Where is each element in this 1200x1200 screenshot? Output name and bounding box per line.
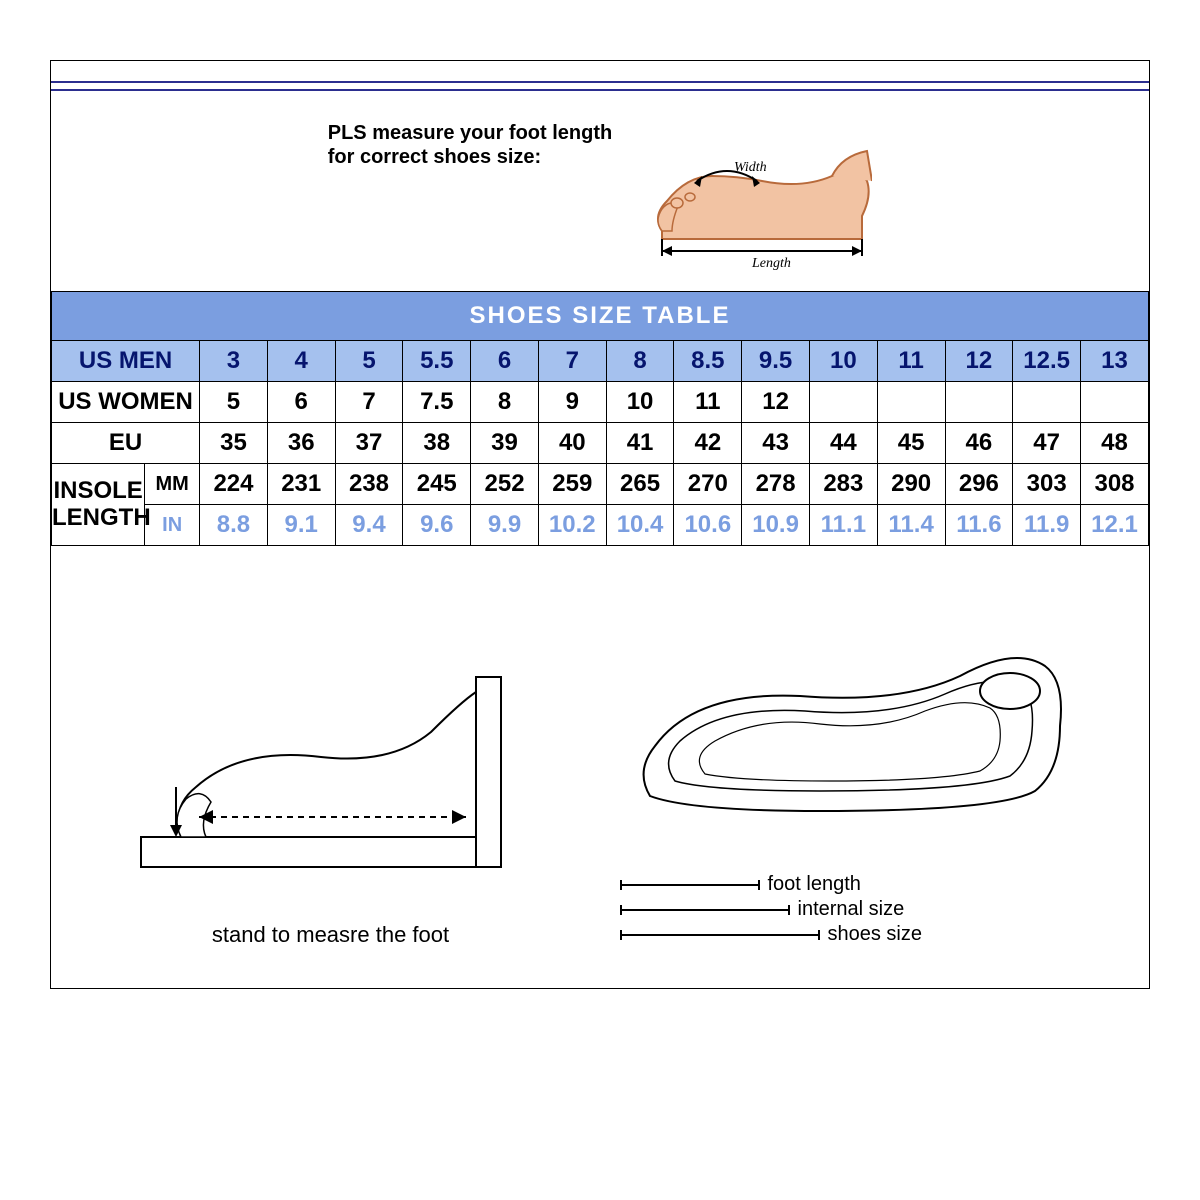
mm-unit-label: MM: [145, 464, 200, 505]
us-men-row: US MEN 3 4 5 5.5 6 7 8 8.5 9.5 10 11 12 …: [52, 341, 1149, 382]
size-chart-card: PLS measure your foot length for correct…: [50, 60, 1150, 989]
in-unit-label: IN: [145, 505, 200, 546]
top-divider-lines: [51, 81, 1149, 91]
measurement-instruction: PLS measure your foot length for correct…: [51, 121, 1149, 271]
shoe-size-table: SHOES SIZE TABLE US MEN 3 4 5 5.5 6 7 8 …: [51, 291, 1149, 546]
foot-illustration: Width Length: [642, 121, 872, 271]
shoe-size-labels: foot length internal size shoes size: [620, 873, 1080, 946]
stand-measure-caption: stand to measre the foot: [121, 922, 541, 948]
foot-length-label: foot length: [768, 873, 861, 896]
stand-measure-diagram: stand to measre the foot: [121, 637, 541, 948]
us-women-label: US WOMEN: [52, 382, 200, 423]
internal-size-label: internal size: [798, 898, 905, 921]
table-title-row: SHOES SIZE TABLE: [52, 292, 1149, 341]
shoe-size-diagram: foot length internal size shoes size: [620, 596, 1080, 948]
eu-label: EU: [52, 423, 200, 464]
instruction-text: PLS measure your foot length for correct…: [328, 121, 612, 169]
us-women-row: US WOMEN 5 6 7 7.5 8 9 10 11 12: [52, 382, 1149, 423]
instruction-line-2: for correct shoes size:: [328, 145, 612, 169]
bottom-diagrams: stand to measre the foot foot length int…: [51, 596, 1149, 948]
eu-row: EU 35 36 37 38 39 40 41 42 43 44 45 46 4…: [52, 423, 1149, 464]
table-title: SHOES SIZE TABLE: [52, 292, 1149, 341]
length-label: Length: [751, 256, 791, 271]
width-label: Width: [734, 160, 767, 175]
insole-mm-row: INSOLE LENGTH MM 224 231 238 245 252 259…: [52, 464, 1149, 505]
insole-length-label: INSOLE LENGTH: [52, 464, 145, 546]
insole-in-row: IN 8.8 9.1 9.4 9.6 9.9 10.2 10.4 10.6 10…: [52, 505, 1149, 546]
shoes-size-label: shoes size: [828, 923, 923, 946]
us-men-label: US MEN: [52, 341, 200, 382]
instruction-line-1: PLS measure your foot length: [328, 121, 612, 145]
